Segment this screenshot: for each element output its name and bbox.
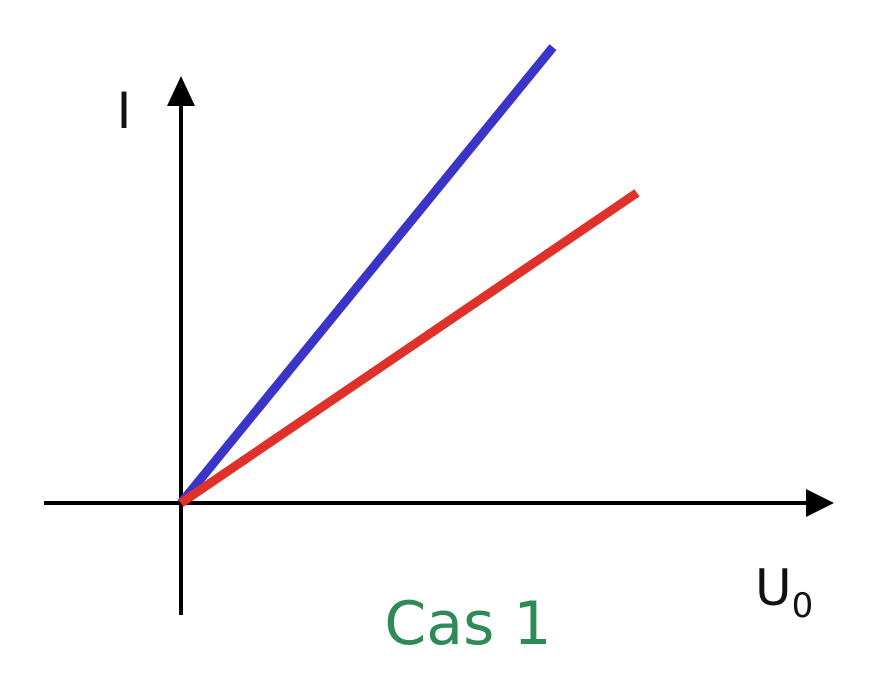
x-axis-arrowhead [806,489,834,517]
y-axis-arrowhead [167,76,195,106]
x-axis-label: U0 [755,559,813,626]
y-axis-label: I [117,82,132,140]
x-axis-label-main: U [755,559,792,617]
series-layer [177,44,640,507]
series-line-1 [177,44,557,506]
chart-annotation: Cas 1 [384,589,551,659]
series-line-2 [178,189,640,507]
x-axis-label-subscript: 0 [792,586,814,626]
